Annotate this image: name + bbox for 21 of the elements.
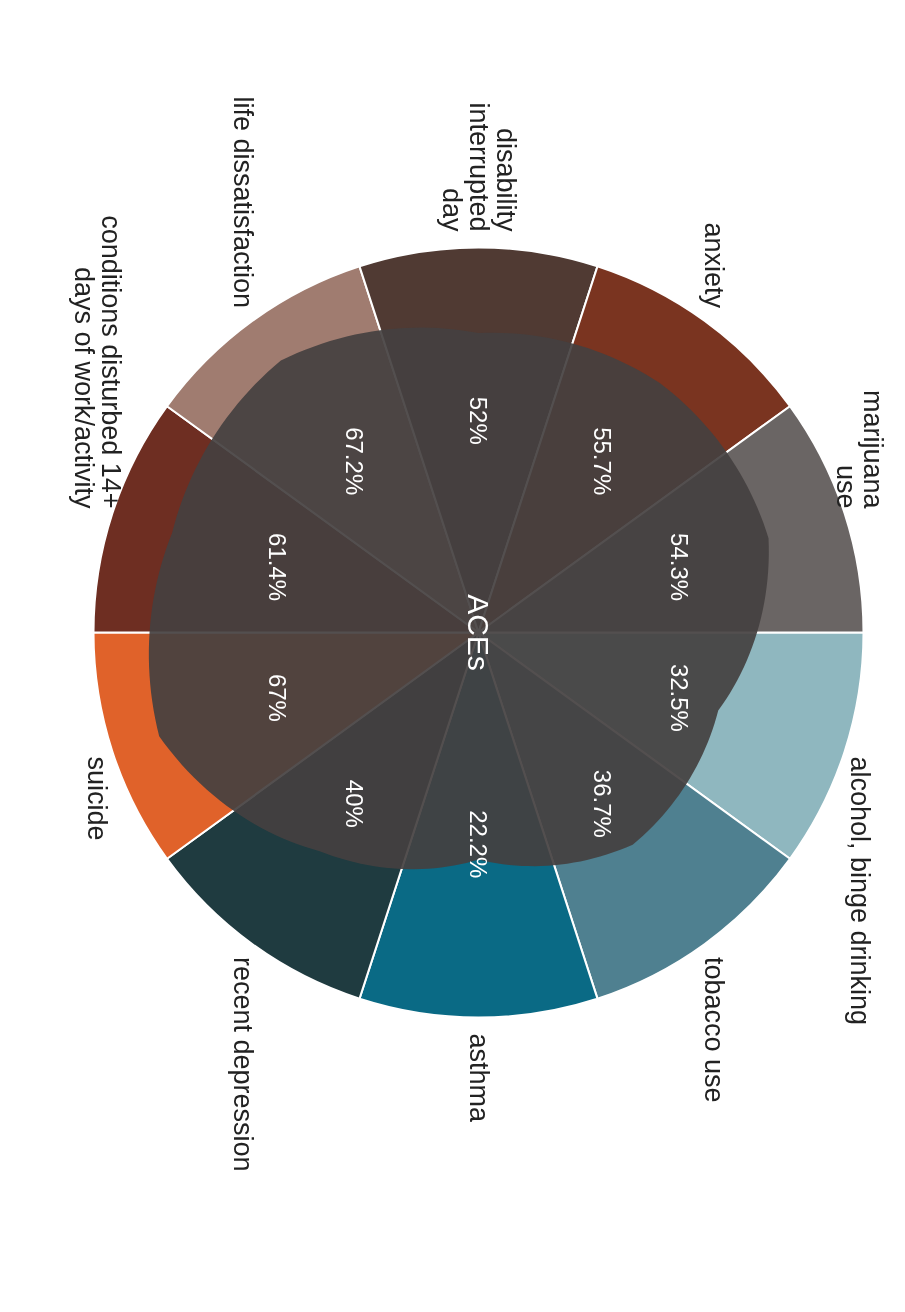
data-label: 36.7% — [589, 769, 617, 838]
data-label: 67.2% — [340, 427, 368, 496]
category-label: alcohol, binge drinking — [844, 756, 875, 1026]
category-label: disability interrupted day — [436, 102, 521, 232]
text: ACEs — [462, 594, 495, 671]
data-label: 67% — [263, 673, 291, 722]
data-label: 55.7% — [589, 427, 617, 496]
category-label: anxiety — [699, 222, 730, 309]
data-label: 54.3% — [666, 533, 694, 602]
category-label: tobacco use — [699, 956, 730, 1103]
category-label: suicide — [82, 756, 113, 841]
data-label: 32.5% — [666, 663, 694, 732]
data-label: 40% — [340, 779, 368, 828]
category-label: recent depression — [227, 956, 258, 1172]
data-label: 61.4% — [263, 533, 291, 602]
category-label: life dissatisfaction — [227, 96, 258, 309]
data-label: 52% — [465, 396, 492, 445]
category-label: asthma — [463, 1033, 494, 1124]
data-label: 22.2% — [465, 810, 492, 879]
category-label: marijuana use — [831, 390, 889, 510]
category-label: conditions disturbed 14+ days of work/activity — [68, 215, 126, 510]
